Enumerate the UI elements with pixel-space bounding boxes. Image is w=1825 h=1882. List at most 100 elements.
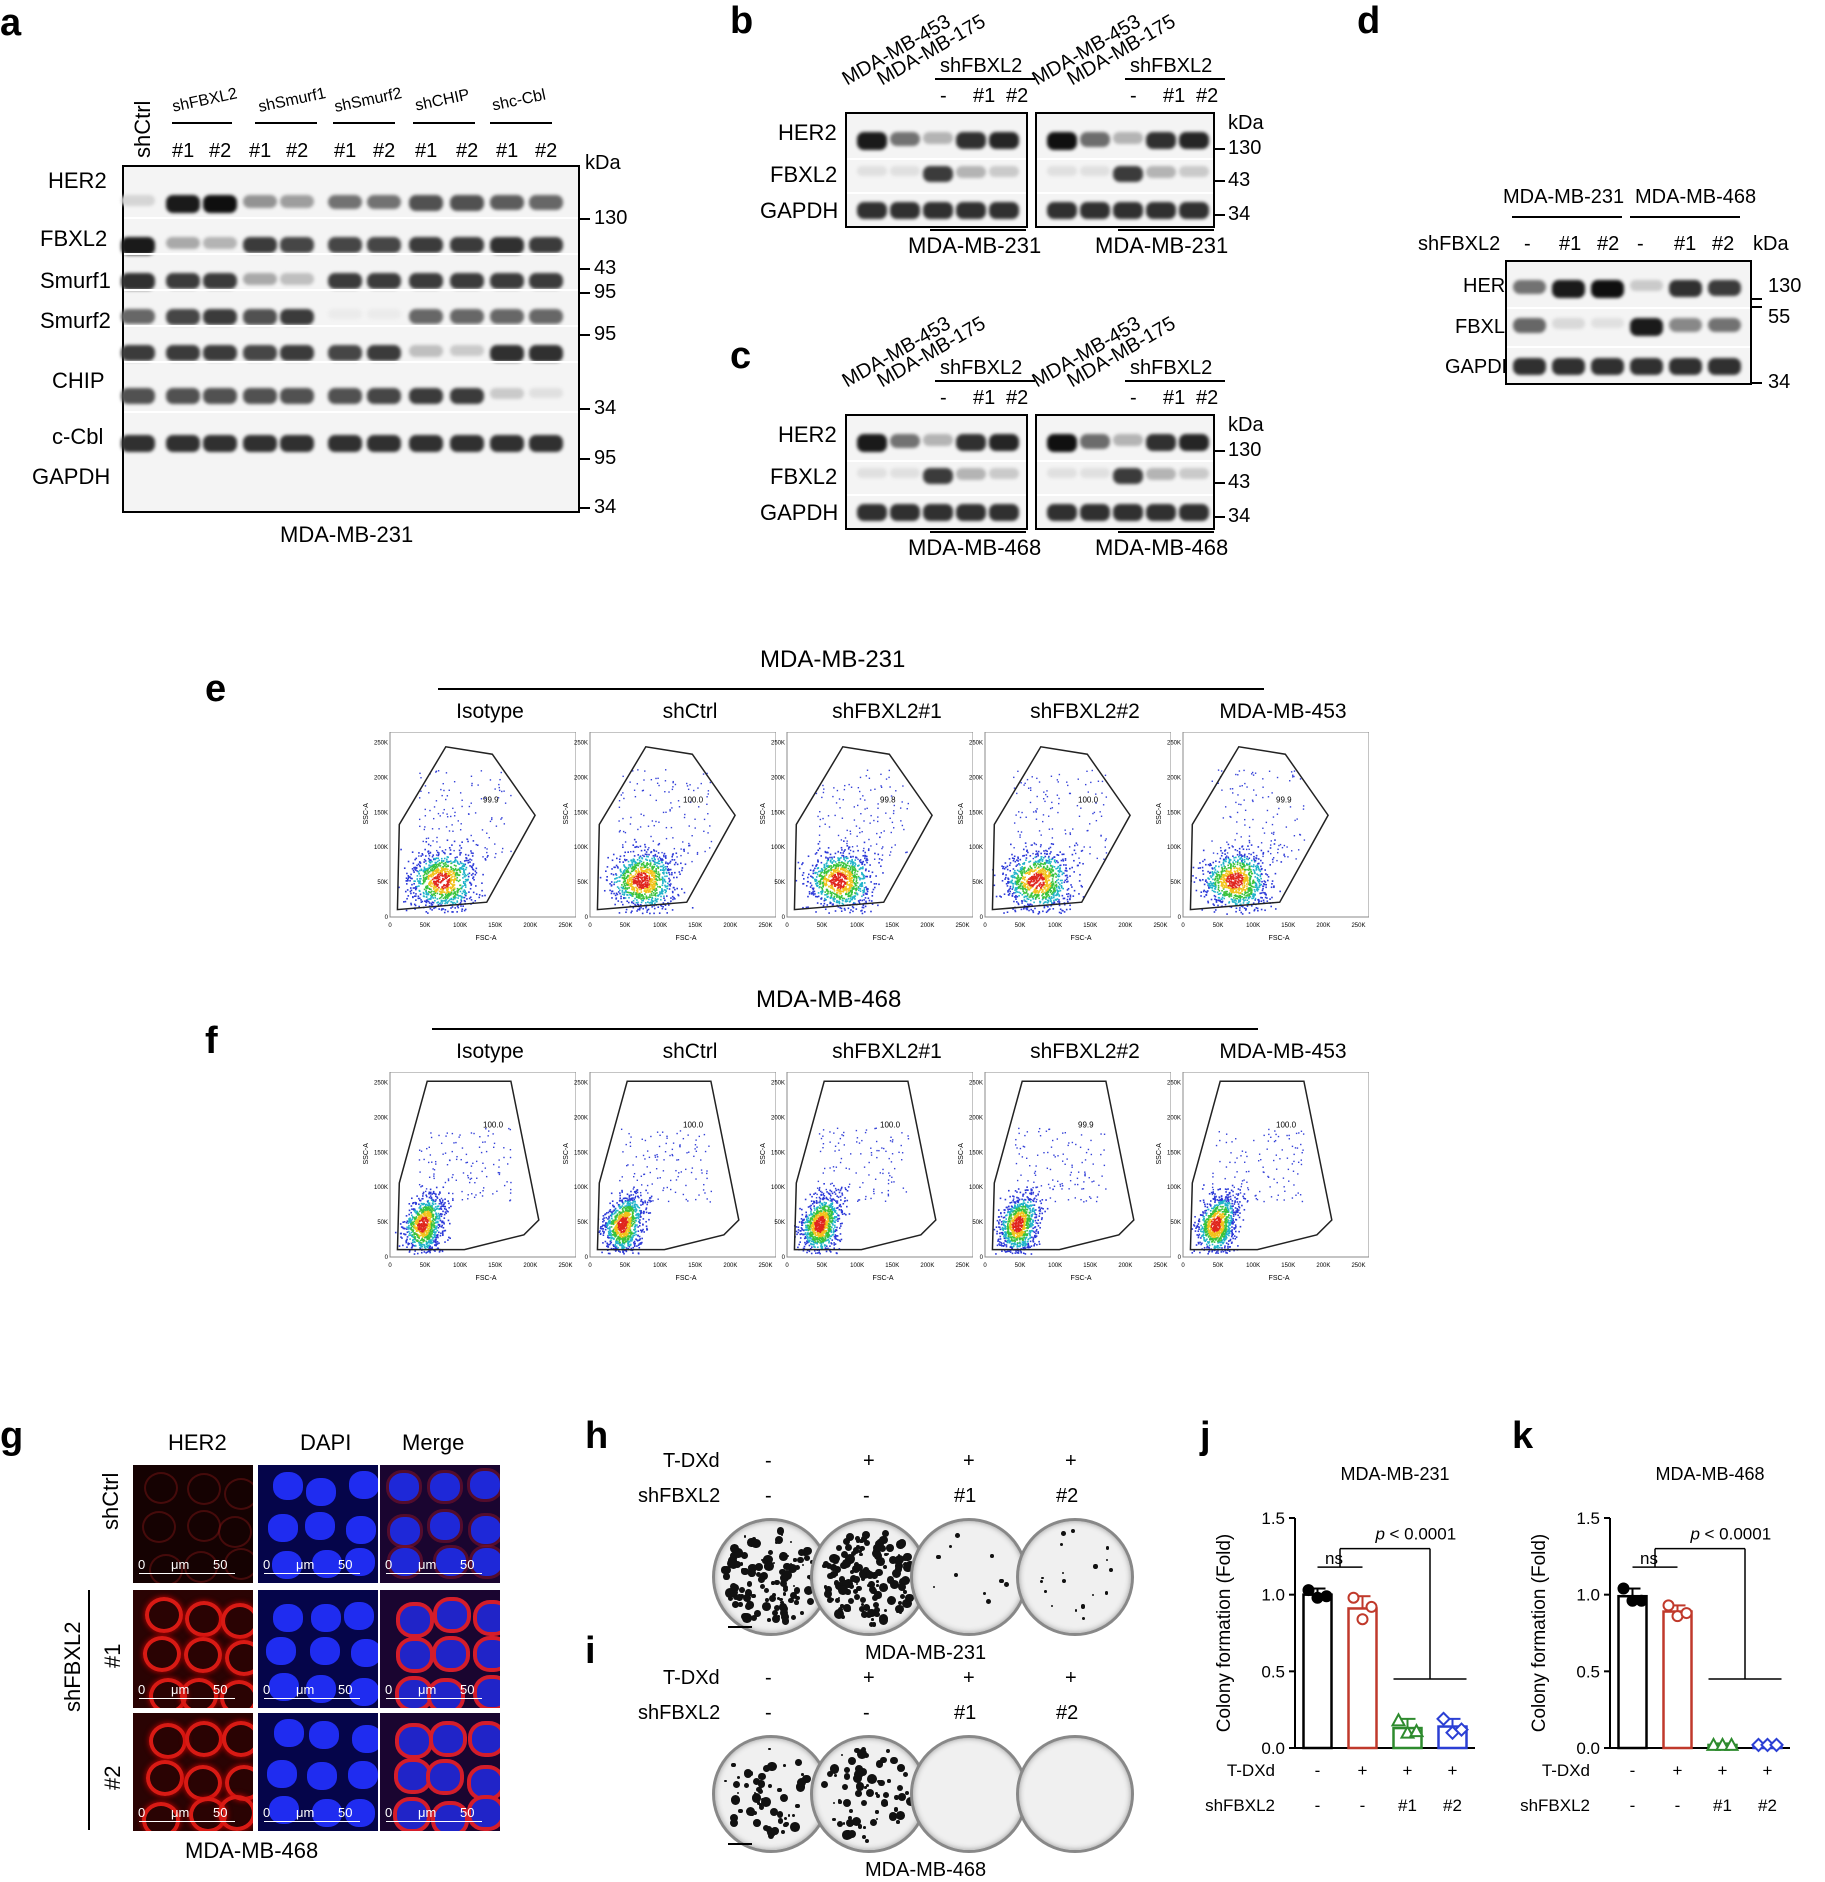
flow-event (1015, 861, 1017, 863)
flow-event (1047, 906, 1049, 908)
flow-event (657, 873, 659, 875)
flow-event (1052, 883, 1054, 885)
flow-event (453, 888, 455, 890)
flow-event (439, 898, 441, 900)
sublane-label: #1 (973, 387, 995, 410)
flow-event (659, 894, 661, 896)
sublane-label: #1 (1163, 85, 1185, 108)
flow-event (414, 859, 416, 861)
flow-event (1062, 859, 1064, 861)
flow-event (654, 888, 656, 890)
flow-event (869, 900, 871, 902)
flow-event (860, 890, 862, 892)
flow-event (655, 888, 657, 890)
flow-event (833, 900, 835, 902)
flow-event (656, 851, 657, 852)
flow-event (809, 891, 811, 893)
flow-event (1220, 878, 1222, 880)
flow-event (438, 875, 440, 877)
flow-event (454, 861, 456, 863)
flow-event (1030, 867, 1032, 869)
flow-event (491, 817, 492, 818)
flow-event (832, 873, 834, 875)
lane-label: #2 (373, 140, 395, 163)
flow-event (428, 844, 430, 846)
flow-event (437, 855, 439, 857)
flow-event (659, 891, 661, 893)
flow-event (1066, 781, 1067, 782)
flow-event (454, 812, 455, 813)
flow-event (1195, 877, 1197, 879)
flow-event (635, 867, 637, 869)
flow-event (1255, 885, 1257, 887)
flow-event (676, 852, 678, 854)
flow-event (854, 897, 856, 899)
flow-event (1212, 890, 1214, 892)
flow-event (671, 874, 673, 876)
flow-event (424, 849, 426, 851)
flow-event (1063, 898, 1065, 900)
band (1708, 358, 1741, 375)
flow-event (1017, 875, 1019, 877)
flow-event (641, 895, 643, 897)
flow-event (1086, 771, 1087, 772)
flow-event (1051, 802, 1052, 803)
flow-event (452, 899, 454, 901)
flow-event (408, 877, 410, 879)
flow-event (895, 844, 896, 845)
flow-event (650, 836, 651, 837)
blot-membrane (1035, 112, 1215, 228)
flow-event (655, 854, 657, 856)
band (890, 434, 920, 448)
flow-event (455, 857, 457, 859)
flow-event (613, 884, 615, 886)
flow-event (425, 878, 427, 880)
flow-event (1028, 910, 1030, 912)
flow-event (1046, 853, 1048, 855)
flow-event (836, 900, 838, 902)
flow-event (1020, 869, 1022, 871)
flow-event (1049, 863, 1051, 865)
flow-event (1042, 889, 1044, 891)
flow-event (1039, 864, 1041, 866)
flow-event (486, 848, 487, 849)
flow-event (615, 873, 617, 875)
flow-event (834, 884, 836, 886)
band-fbxl2 (450, 237, 484, 253)
flow-event (437, 889, 439, 891)
band-fbxl2 (121, 237, 155, 255)
flow-event (846, 884, 848, 886)
band (923, 166, 953, 182)
flow-event (1036, 888, 1038, 890)
flow-event (906, 851, 907, 852)
marker-label: 130 (1228, 439, 1261, 462)
flow-event (1054, 890, 1056, 892)
flow-panel-title: Isotype (456, 700, 524, 724)
flow-event (851, 880, 853, 882)
flow-event (668, 868, 670, 870)
flow-event (446, 875, 448, 877)
cell-line-label: MDA-MB-468 (908, 535, 1041, 561)
flow-event (1236, 870, 1238, 872)
band-gapdh (328, 435, 362, 452)
flow-event (864, 852, 866, 854)
flow-event (471, 867, 473, 869)
flow-event (622, 792, 623, 793)
flow-event (437, 884, 439, 886)
flow-event (838, 875, 840, 877)
flow-event (642, 913, 644, 915)
flow-event (1223, 859, 1225, 861)
flow-event (418, 880, 420, 882)
flow-event (645, 846, 647, 848)
band-her2 (529, 195, 563, 210)
flow-event (426, 876, 428, 878)
flow-event (665, 855, 666, 856)
flow-event (1004, 878, 1006, 880)
flow-event (466, 880, 468, 882)
flow-event (651, 906, 653, 908)
flow-event (651, 900, 653, 902)
flow-event (655, 884, 657, 886)
flow-event (872, 871, 874, 873)
flow-event (614, 867, 616, 869)
